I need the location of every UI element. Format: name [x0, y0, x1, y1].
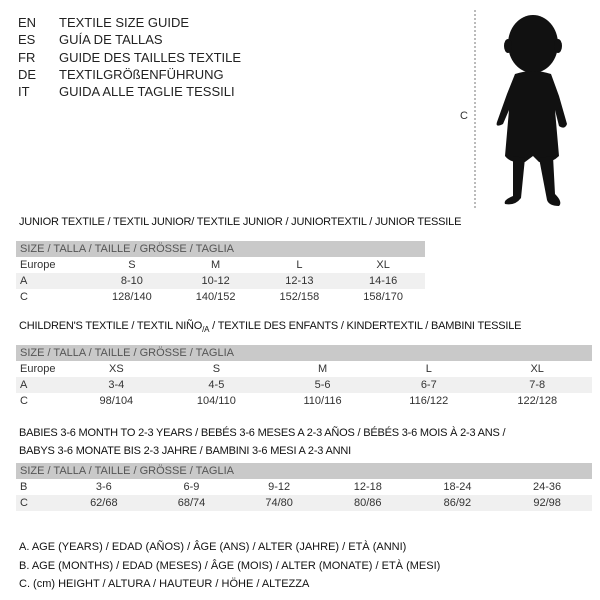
junior-section-title: JUNIOR TEXTILE / TEXTIL JUNIOR/ TEXTILE …: [19, 216, 462, 228]
language-row-it: IT GUIDA ALLE TAGLIE TESSILI: [18, 84, 235, 100]
child-silhouette-icon: [496, 15, 567, 206]
language-row-en: EN TEXTILE SIZE GUIDE: [18, 15, 190, 30]
table-row: B 3-6 6-9 9-12 12-18 18-24 24-36: [20, 481, 562, 493]
children-section-title: CHILDREN'S TEXTILE / TEXTIL NIÑO/A / TEX…: [19, 320, 522, 335]
language-row-de: DE TEXTILGRÖßENFÜHRUNG: [18, 66, 224, 82]
legend-item-b: B. AGE (MONTHS) / EDAD (MESES) / ÂGE (MO…: [19, 559, 441, 572]
junior-size-table: SIZE / TALLA / TAILLE / GRÖSSE / TAGLIA …: [16, 241, 425, 305]
table-row: Europe XS S M L XL: [20, 363, 544, 375]
language-row-es: ES GUÍA DE TALLAS: [18, 32, 163, 48]
legend-item-a: A. AGE (YEARS) / EDAD (AÑOS) / ÂGE (ANS)…: [19, 541, 407, 553]
table-row: C 128/140 140/152 152/158 158/170: [20, 291, 403, 303]
size-header: SIZE / TALLA / TAILLE / GRÖSSE / TAGLIA: [16, 345, 592, 361]
table-row: A 3-4 4-5 5-6 6-7 7-8: [16, 377, 592, 393]
language-titles: EN TEXTILE SIZE GUIDE ES GUÍA DE TALLAS FR…: [18, 14, 241, 100]
table-row: C 98/104 104/110 110/116 116/122 122/128: [20, 395, 558, 407]
legend: A. AGE (YEARS) / EDAD (AÑOS) / ÂGE (ANS)…: [19, 538, 440, 594]
table-row: A 8-10 10-12 12-13 14-16: [16, 273, 425, 289]
babies-section-title: BABIES 3-6 MONTH TO 2-3 YEARS / BEBÉS 3-…: [19, 427, 506, 457]
legend-item-c: C. (cm) HEIGHT / ALTURA / HAUTEUR / HÖHE…: [19, 578, 310, 590]
size-header: SIZE / TALLA / TAILLE / GRÖSSE / TAGLIA: [16, 241, 425, 257]
babies-size-table: SIZE / TALLA / TAILLE / GRÖSSE / TAGLIA …: [16, 463, 592, 511]
size-header: SIZE / TALLA / TAILLE / GRÖSSE / TAGLIA: [16, 463, 592, 479]
language-row-fr: FR GUIDE DES TAILLES TEXTILE: [18, 49, 242, 65]
table-row: C 62/68 68/74 74/80 80/86 86/92 92/98: [16, 495, 592, 511]
height-label: C: [460, 110, 468, 122]
table-row: Europe S M L XL: [20, 259, 390, 271]
children-size-table: SIZE / TALLA / TAILLE / GRÖSSE / TAGLIA …: [16, 345, 592, 409]
child-height-figure: C: [455, 6, 595, 219]
